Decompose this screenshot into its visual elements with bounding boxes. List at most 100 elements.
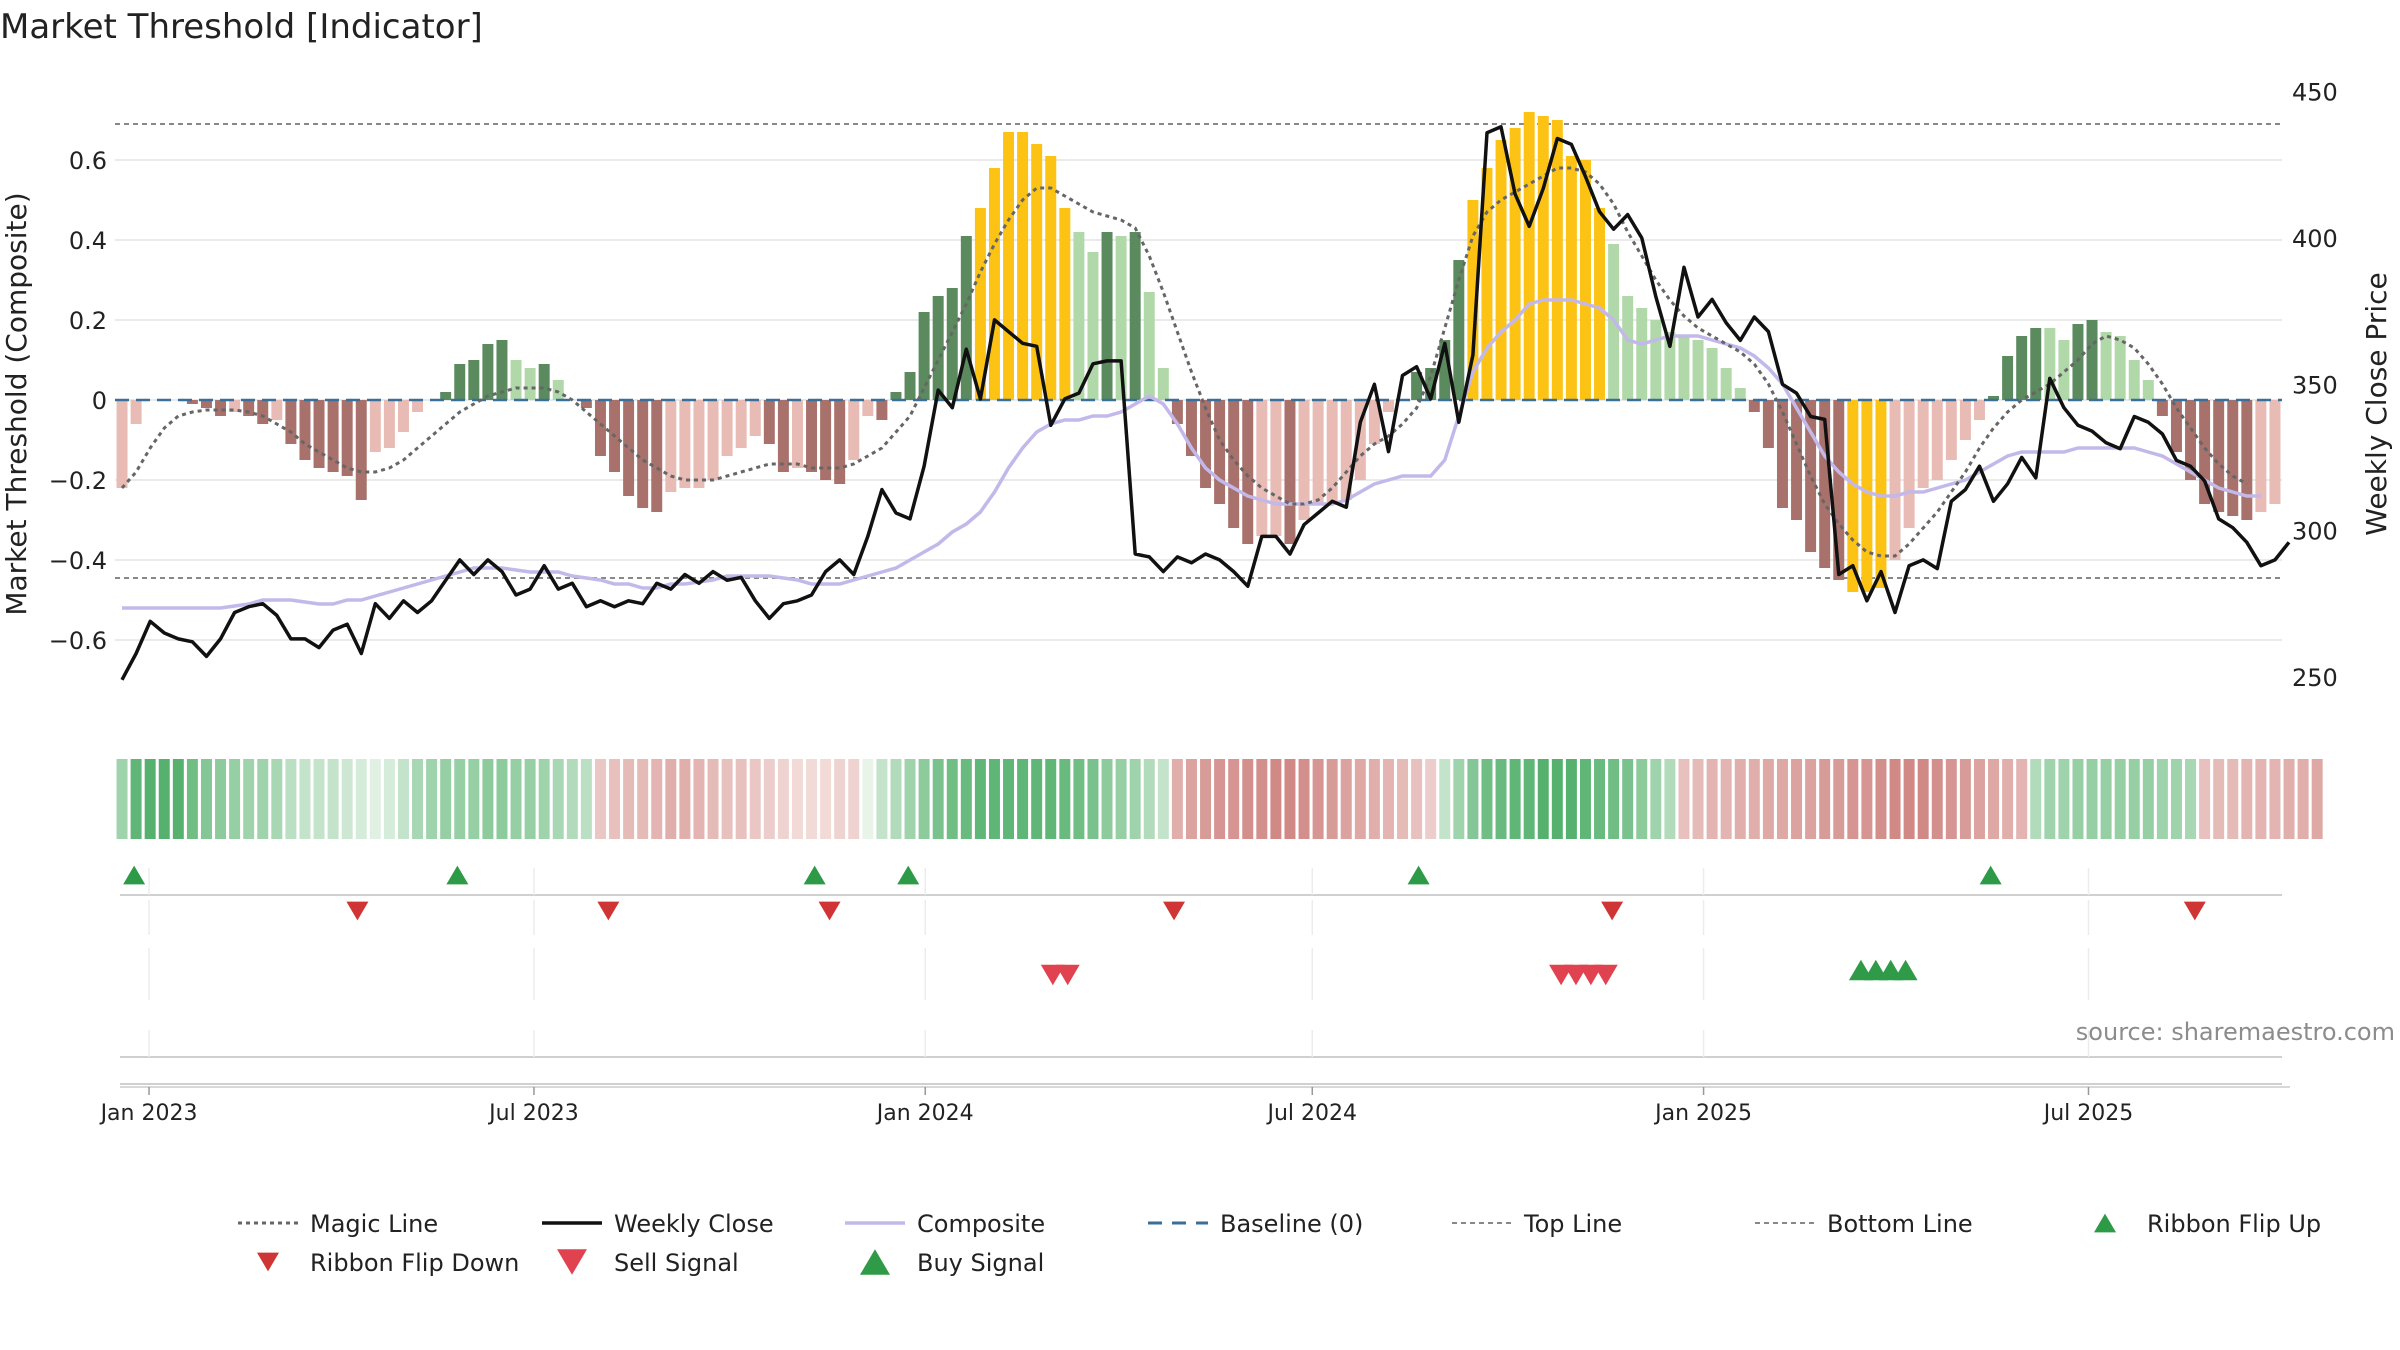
composite-bar: [2114, 336, 2126, 400]
legend-label: Weekly Close: [614, 1210, 774, 1238]
ribbon-cell: [1200, 759, 1212, 839]
ribbon-cell: [2297, 759, 2309, 839]
sell-signal-marker: [1055, 964, 1080, 986]
composite-bar: [1411, 372, 1423, 400]
composite-bar: [1650, 320, 1662, 400]
legend-label: Ribbon Flip Down: [310, 1249, 519, 1277]
ribbon-cell: [1354, 759, 1366, 839]
composite-bar: [2170, 400, 2182, 452]
composite-bar: [988, 168, 1000, 400]
ribbon-cell: [2128, 759, 2140, 839]
ribbon-cell: [2241, 759, 2253, 839]
composite-bar: [1917, 400, 1929, 488]
composite-bar: [1495, 140, 1507, 400]
composite-bar: [1988, 396, 2000, 400]
source-text: source: sharemaestro.com: [2076, 1018, 2395, 1046]
ribbon-cell: [1734, 759, 1746, 839]
ribbon-cell: [1256, 759, 1268, 839]
composite-bar: [1509, 128, 1521, 400]
ribbon-cell: [623, 759, 635, 839]
composite-bar: [735, 400, 747, 448]
composite-bar: [1622, 296, 1634, 400]
composite-bar: [1031, 144, 1043, 400]
ribbon-cell: [862, 759, 874, 839]
ribbon-cell: [1594, 759, 1606, 839]
legend-label: Magic Line: [310, 1210, 438, 1238]
composite-bar: [1706, 348, 1718, 400]
legend-swatch: [557, 1249, 587, 1275]
ribbon-cell: [524, 759, 536, 839]
composite-bar: [932, 296, 944, 400]
composite-bar: [580, 400, 592, 408]
x-tick-label: Jan 2025: [1653, 1101, 1752, 1126]
ribbon-cell: [1045, 759, 1057, 839]
composite-bar: [806, 400, 818, 472]
ribbon-cell: [1439, 759, 1451, 839]
ribbon-cell: [130, 759, 142, 839]
ribbon-cell: [1664, 759, 1676, 839]
composite-bar: [440, 392, 452, 400]
composite-bar: [848, 400, 860, 460]
composite-bar: [2142, 380, 2154, 400]
ribbon-cell: [1467, 759, 1479, 839]
composite-bar: [186, 400, 198, 404]
composite-bar: [1875, 400, 1887, 588]
ribbon-cell: [2156, 759, 2168, 839]
composite-bar: [1312, 400, 1324, 504]
ribbon-flip-up-marker: [1407, 865, 1430, 885]
ribbon-cell: [355, 759, 367, 839]
composite-bar: [327, 400, 339, 472]
legend-label: Baseline (0): [1220, 1210, 1363, 1238]
magic-line: [120, 166, 2248, 558]
ribbon-cell: [1397, 759, 1409, 839]
ribbon-cell: [299, 759, 311, 839]
y2-tick-label: 450: [2292, 79, 2338, 107]
composite-bar: [1326, 400, 1338, 504]
composite-bar: [2255, 400, 2267, 512]
ribbon-cell: [172, 759, 184, 839]
composite-bar: [2044, 328, 2056, 400]
composite-bar: [2213, 400, 2225, 512]
legend-swatch: [2094, 1213, 2116, 1233]
ribbon-cell: [580, 759, 592, 839]
ribbon-cell: [313, 759, 325, 839]
ribbon-cell: [1017, 759, 1029, 839]
ribbon-flip-down-marker: [597, 901, 620, 921]
ribbon-cell: [1270, 759, 1282, 839]
ribbon-cell: [327, 759, 339, 839]
composite-bar: [777, 400, 789, 472]
ribbon-cell: [2283, 759, 2295, 839]
composite-bar: [200, 400, 212, 408]
composite-bar: [890, 392, 902, 400]
buy-signal-marker: [1893, 959, 1918, 981]
x-tick-label: Jan 2023: [99, 1101, 198, 1126]
composite-bar: [960, 236, 972, 400]
composite-bar: [2100, 332, 2112, 400]
ribbon-cell: [707, 759, 719, 839]
ribbon-flip-down-marker: [1601, 901, 1624, 921]
composite-bar: [243, 400, 255, 416]
ribbon-cell: [1157, 759, 1169, 839]
ribbon-cell: [158, 759, 170, 839]
x-tick-label: Jul 2023: [487, 1101, 579, 1126]
y-tick-label: −0.2: [49, 467, 107, 495]
composite-bar: [749, 400, 761, 436]
composite-bar: [1847, 400, 1859, 592]
ribbon-cell: [918, 759, 930, 839]
ribbon-cell: [1833, 759, 1845, 839]
ribbon-cell: [1720, 759, 1732, 839]
ribbon-cell: [777, 759, 789, 839]
composite-bar: [1720, 368, 1732, 400]
composite-bar: [707, 400, 719, 480]
composite-bar: [2002, 356, 2014, 400]
ribbon-cell: [552, 759, 564, 839]
ribbon-cell: [1551, 759, 1563, 839]
ribbon-cell: [369, 759, 381, 839]
composite-bar: [1791, 400, 1803, 520]
ribbon-flip-down-marker: [1163, 901, 1186, 921]
ribbon-cell: [2016, 759, 2028, 839]
ribbon-cell: [1326, 759, 1338, 839]
composite-bar: [2269, 400, 2281, 504]
ribbon-cell: [2185, 759, 2197, 839]
